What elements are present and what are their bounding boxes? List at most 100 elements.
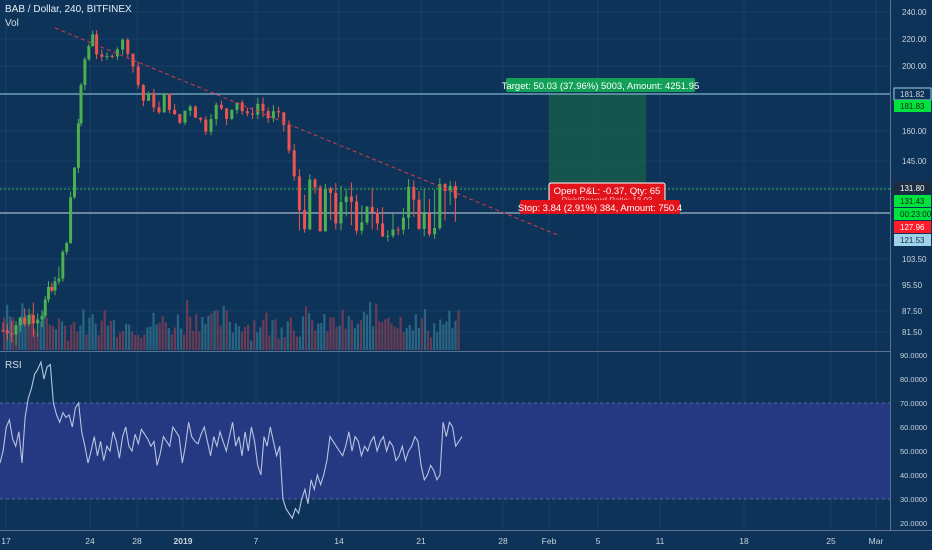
volume-bar: [442, 324, 445, 350]
volume-bar: [274, 319, 277, 350]
volume-bar: [186, 300, 189, 350]
candle: [422, 189, 426, 237]
volume-bar: [237, 326, 241, 350]
volume-bar: [433, 323, 436, 350]
volume-bar: [314, 330, 317, 350]
volume-bar: [308, 313, 311, 350]
target-label[interactable]: Target: 50.03 (37.96%) 5003, Amount: 425…: [502, 78, 700, 92]
volume-bar: [57, 318, 61, 350]
volume-bar: [405, 328, 408, 350]
volume-label: Vol: [5, 18, 19, 29]
candle: [308, 174, 312, 231]
volume-bar: [179, 328, 183, 350]
volume-bar: [341, 309, 344, 350]
volume-bar: [30, 312, 33, 350]
volume-bar: [213, 310, 216, 350]
volume-bar: [387, 317, 390, 350]
volume-bar: [225, 310, 228, 350]
volume-bar: [189, 316, 192, 350]
candle: [152, 88, 156, 113]
candle: [287, 120, 291, 154]
volume-bar: [204, 323, 207, 350]
volume-bar: [256, 332, 259, 350]
volume-bar: [173, 327, 176, 350]
volume-bar: [198, 331, 201, 350]
volume-bar: [417, 327, 420, 350]
volume-bar: [33, 328, 36, 350]
candle: [230, 109, 234, 121]
volume-bar: [420, 318, 424, 350]
trend-line[interactable]: [54, 27, 561, 237]
price-tick-label: 95.50: [902, 281, 923, 290]
price-axis[interactable]: 240.00 220.00 200.00 160.00 145.00 103.50 95.5…: [890, 0, 932, 530]
candle: [91, 30, 95, 47]
svg-text:Open P&L: -0.37, Qty: 65: Open P&L: -0.37, Qty: 65: [554, 186, 661, 197]
candle: [5, 324, 9, 341]
volume-bar: [253, 320, 256, 350]
stop-label[interactable]: Stop: 3.84 (2.91%) 384, Amount: 750.4: [518, 200, 682, 214]
candle: [360, 205, 364, 235]
volume-bar: [234, 323, 237, 350]
candle: [344, 189, 348, 217]
volume-bar: [396, 328, 399, 350]
price-badge-dark: 131.80: [894, 182, 931, 194]
volume-bar: [85, 334, 88, 350]
volume-bar: [430, 337, 433, 350]
time-axis[interactable]: 17 24 28 2019 7 14 21 28 Feb 5 11 18 25 Mar: [0, 530, 932, 550]
candle: [407, 179, 411, 230]
volume-bar: [365, 314, 369, 350]
candle: [18, 316, 22, 333]
volume-bar: [106, 325, 109, 350]
time-tick-label: 28: [132, 536, 142, 546]
candle: [417, 190, 421, 230]
volume-bar: [207, 315, 210, 350]
candle: [65, 241, 69, 256]
price-tick-label: 103.50: [902, 255, 927, 264]
candle: [193, 105, 197, 118]
volume-bar: [423, 309, 427, 350]
rsi-pane[interactable]: [0, 360, 890, 520]
candle: [303, 194, 307, 233]
volume-bar: [414, 314, 417, 350]
candle: [188, 104, 192, 117]
volume-bar: [140, 337, 143, 350]
volume-bar: [45, 317, 48, 350]
volume-bar: [448, 310, 451, 350]
rsi-tick-label: 80.0000: [900, 375, 927, 384]
volume-bar: [82, 309, 85, 350]
candle: [240, 99, 244, 115]
volume-bar: [259, 327, 262, 350]
svg-text:181.83: 181.83: [900, 102, 925, 111]
candle: [61, 249, 65, 282]
candle: [157, 101, 161, 114]
volume-bar: [289, 317, 292, 350]
candle: [266, 107, 270, 124]
volume-bar: [338, 325, 341, 350]
volume-bar: [350, 319, 353, 350]
volume-bar: [439, 319, 442, 350]
rsi-tick-label: 60.0000: [900, 423, 927, 432]
candle: [199, 117, 203, 123]
volume-bar: [73, 322, 76, 350]
volume-bar: [280, 327, 283, 350]
rsi-tick-label: 20.0000: [900, 519, 927, 528]
candle: [43, 295, 47, 319]
candle: [219, 100, 223, 111]
volume-bar: [411, 330, 414, 350]
time-tick-label: 5: [596, 536, 601, 546]
volume-bar: [79, 325, 82, 350]
volume-bar: [240, 331, 244, 350]
volume-bar: [9, 316, 12, 350]
volume-bar: [344, 328, 347, 350]
candle: [147, 91, 151, 101]
price-tick-label: 200.00: [902, 62, 927, 71]
candle: [245, 107, 249, 117]
candle: [1, 322, 5, 333]
price-tick-label: 81.50: [902, 328, 923, 337]
price-badge-lightblue: 121.53: [894, 234, 931, 246]
volume-bar: [125, 323, 128, 350]
candle: [349, 182, 353, 226]
candle: [121, 38, 125, 55]
rsi-axis[interactable]: 90.0000 80.0000 70.0000 60.0000 50.0000 40.00…: [900, 351, 927, 528]
